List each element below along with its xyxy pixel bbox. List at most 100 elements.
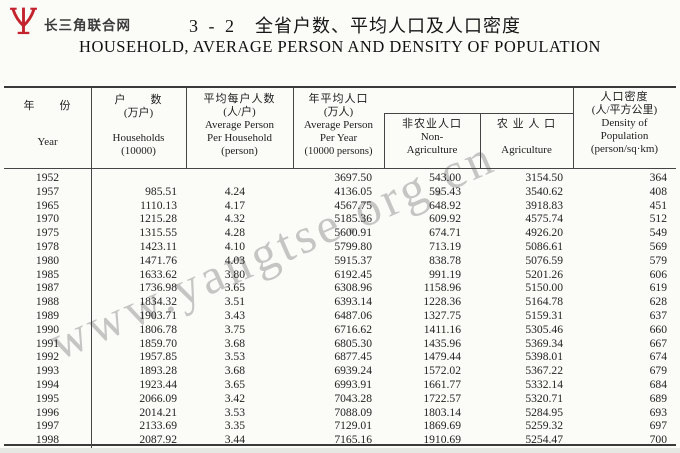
table-vline xyxy=(384,113,385,169)
cell-density: 637 xyxy=(649,308,667,322)
cell-avg-per-year: 7165.16 xyxy=(334,433,372,447)
cell-non-agriculture: 991.19 xyxy=(429,267,461,281)
cell-avg-per-year: 6805.30 xyxy=(334,336,372,350)
table-row: 1970 1215.28 4.32 5185.36 609.92 4575.74 512 xyxy=(4,212,676,226)
cell-year: 1990 xyxy=(35,322,60,336)
cell-density: 579 xyxy=(649,253,667,267)
cell-non-agriculture: 713.19 xyxy=(429,239,461,253)
cell-avg-per-household: 3.68 xyxy=(224,336,245,350)
cell-avg-per-year: 6993.91 xyxy=(334,377,372,391)
cell-density: 660 xyxy=(649,322,667,336)
cell-year: 1998 xyxy=(35,433,60,447)
table-row: 1991 1859.70 3.68 6805.30 1435.96 5369.34 667 xyxy=(4,337,676,351)
table-row: 1989 1903.71 3.43 6487.06 1327.75 5159.31 637 xyxy=(4,309,676,323)
col-header-avg-per-household-en2: Per Household xyxy=(206,132,273,144)
cell-avg-per-year: 7043.28 xyxy=(334,391,372,405)
col-header-non-agriculture-en2: Agriculture xyxy=(406,144,458,156)
table-row: 1988 1834.32 3.51 6393.14 1228.36 5164.78 628 xyxy=(4,295,676,309)
table-vline xyxy=(91,88,92,448)
cell-density: 512 xyxy=(649,212,667,226)
cell-density: 697 xyxy=(649,419,667,433)
cell-households: 1315.55 xyxy=(139,226,177,240)
cell-households: 1893.28 xyxy=(139,364,177,378)
table-row: 1995 2066.09 3.42 7043.28 1722.57 5320.71 689 xyxy=(4,392,676,406)
cell-agriculture: 5332.14 xyxy=(525,377,563,391)
col-header-density-en2: Population xyxy=(600,130,649,142)
col-header-non-agriculture-en1: Non- xyxy=(420,131,444,143)
cell-agriculture: 5369.34 xyxy=(525,336,563,350)
cell-year: 1985 xyxy=(35,267,60,281)
cell-agriculture: 5164.78 xyxy=(525,295,563,309)
cell-avg-per-year: 7129.01 xyxy=(334,419,372,433)
cell-avg-per-year: 5600.91 xyxy=(334,226,372,240)
cell-households: 1471.76 xyxy=(139,253,177,267)
col-header-non-agriculture: 非农业人口 Non- Agriculture xyxy=(384,88,480,168)
cell-avg-per-household: 3.43 xyxy=(224,308,245,322)
cell-households: 1633.62 xyxy=(139,267,177,281)
table-vline xyxy=(186,88,187,169)
cell-density: 451 xyxy=(649,198,667,212)
table-title-en: HOUSEHOLD, AVERAGE PERSON AND DENSITY OF… xyxy=(79,37,601,56)
cell-density: 606 xyxy=(649,267,667,281)
brand-name[interactable]: 长三角联合网 xyxy=(44,18,131,34)
cell-year: 1978 xyxy=(35,239,60,253)
cell-avg-per-year: 5915.37 xyxy=(334,253,372,267)
col-header-avg-per-year-en-unit: (10000 persons) xyxy=(304,146,373,157)
cell-agriculture: 5150.00 xyxy=(525,281,563,295)
cell-year: 1965 xyxy=(35,198,60,212)
col-header-avg-per-year-en2: Per Year xyxy=(319,132,358,144)
table-row: 1965 1110.13 4.17 4567.75 648.92 3918.83 451 xyxy=(4,199,676,213)
table-row: 1997 2133.69 3.35 7129.01 1869.69 5259.32 697 xyxy=(4,419,676,433)
cell-density: 549 xyxy=(649,226,667,240)
cell-year: 1988 xyxy=(35,295,60,309)
cell-agriculture: 5159.31 xyxy=(525,308,563,322)
table-row: 1996 2014.21 3.53 7088.09 1803.14 5284.95 693 xyxy=(4,406,676,420)
cell-year: 1952 xyxy=(35,171,60,184)
cell-year: 1975 xyxy=(35,226,60,240)
cell-avg-per-year: 6487.06 xyxy=(334,308,372,322)
table-header-bottom-line xyxy=(4,168,676,169)
cell-agriculture: 4575.74 xyxy=(525,212,563,226)
cell-non-agriculture: 1158.96 xyxy=(423,281,461,295)
cell-avg-per-household: 3.75 xyxy=(224,322,245,336)
col-header-avg-per-household: 平均每户人数 (人/户) Average Person Per Househol… xyxy=(186,88,293,168)
cell-avg-per-household: 3.65 xyxy=(224,281,245,295)
cell-households: 985.51 xyxy=(145,184,177,198)
cell-density: 364 xyxy=(649,171,667,184)
cell-avg-per-year: 7088.09 xyxy=(334,405,372,419)
table-row: 1998 2087.92 3.44 7165.16 1910.69 5254.47 700 xyxy=(4,433,676,447)
cell-density: 619 xyxy=(649,281,667,295)
cell-agriculture: 4926.20 xyxy=(525,226,563,240)
cell-year: 1957 xyxy=(35,184,60,198)
table-vline xyxy=(573,88,574,169)
cell-year: 1993 xyxy=(35,364,60,378)
cell-avg-per-household: 4.28 xyxy=(224,226,245,240)
table-row: 1987 1736.98 3.65 6308.96 1158.96 5150.00 619 xyxy=(4,281,676,295)
cell-avg-per-year: 4136.05 xyxy=(334,184,372,198)
cell-year: 1970 xyxy=(35,212,60,226)
col-header-year-en: Year xyxy=(37,136,58,148)
col-header-density-unit: (人/平方公里) xyxy=(591,104,658,116)
cell-households: 1806.78 xyxy=(139,322,177,336)
table-body: 1952 3697.50 543.00 3154.50 364 1957 985.51 4.2… xyxy=(4,169,676,447)
table-row: 1985 1633.62 3.80 6192.45 991.19 5201.26 606 xyxy=(4,268,676,282)
col-header-year-zh: 年 份 xyxy=(23,100,72,112)
col-header-avg-per-household-en1: Average Person xyxy=(204,119,275,131)
col-header-avg-per-household-unit: (人/户) xyxy=(223,106,256,118)
cell-non-agriculture: 1228.36 xyxy=(423,295,461,309)
table-number: 3 - 2 xyxy=(189,16,237,36)
cell-households: 1834.32 xyxy=(139,295,177,309)
col-header-density-en-unit: (person/sq·km) xyxy=(590,143,659,155)
cell-agriculture: 3918.83 xyxy=(525,198,563,212)
cell-agriculture: 5367.22 xyxy=(525,364,563,378)
cell-year: 1994 xyxy=(35,377,60,391)
cell-avg-per-year: 6939.24 xyxy=(334,364,372,378)
cell-non-agriculture: 1661.77 xyxy=(423,377,461,391)
table-row: 1957 985.51 4.24 4136.05 595.43 3540.62 408 xyxy=(4,185,676,199)
cell-density: 700 xyxy=(649,433,667,447)
cell-households xyxy=(91,171,186,185)
cell-year: 1992 xyxy=(35,350,60,364)
cell-agriculture: 5284.95 xyxy=(525,405,563,419)
cell-agriculture: 5398.01 xyxy=(525,350,563,364)
cell-households: 2133.69 xyxy=(139,419,177,433)
